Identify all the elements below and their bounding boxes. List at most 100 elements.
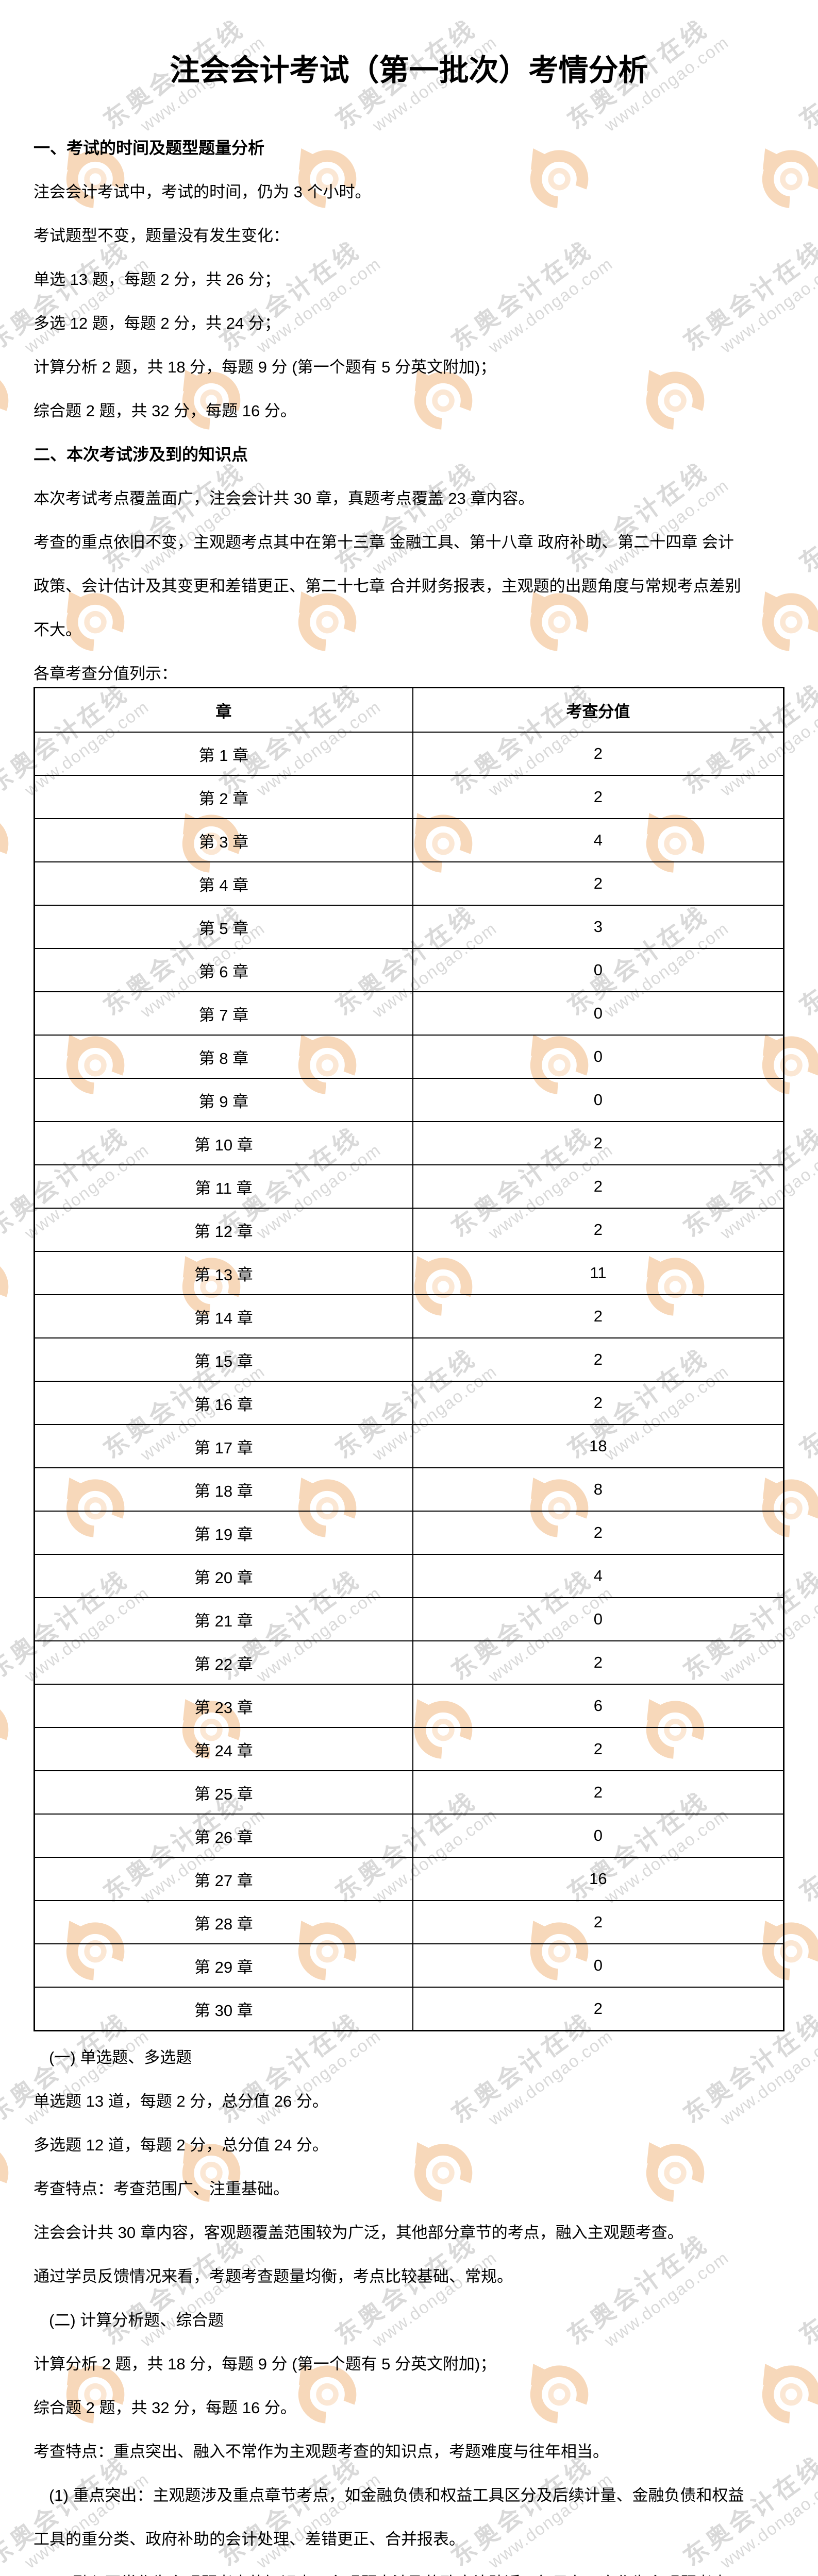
paragraph: (一) 单选题、多选题 bbox=[49, 2048, 192, 2066]
score-cell: 2 bbox=[412, 732, 784, 776]
chapter-cell: 第 23 章 bbox=[34, 1684, 413, 1728]
chapter-cell: 第 17 章 bbox=[34, 1424, 413, 1468]
chapter-cell: 第 19 章 bbox=[34, 1511, 413, 1555]
paragraph: 综合题 2 题，共 32 分，每题 16 分。 bbox=[34, 402, 296, 420]
score-cell: 0 bbox=[412, 1078, 784, 1122]
chapter-cell: 第 11 章 bbox=[34, 1164, 413, 1209]
chapter-cell: 第 26 章 bbox=[34, 1814, 413, 1858]
chapter-cell: 第 6 章 bbox=[34, 948, 413, 992]
chapter-cell: 第 2 章 bbox=[34, 775, 413, 819]
score-cell: 2 bbox=[412, 775, 784, 819]
chapter-cell: 第 24 章 bbox=[34, 1727, 413, 1771]
chapter-cell: 第 15 章 bbox=[34, 1337, 413, 1382]
section-heading: 一、考试的时间及题型题量分析 bbox=[34, 139, 265, 157]
score-cell: 3 bbox=[412, 905, 784, 949]
table-row: 第 17 章 18 bbox=[34, 1424, 784, 1468]
score-cell: 2 bbox=[412, 1987, 784, 2031]
score-cell: 0 bbox=[412, 1035, 784, 1079]
paragraph: 本次考试考点覆盖面广，注会会计共 30 章，真题考点覆盖 23 章内容。 bbox=[34, 489, 535, 507]
chapter-cell: 第 12 章 bbox=[34, 1208, 413, 1252]
score-cell: 8 bbox=[412, 1467, 784, 1512]
score-cell: 6 bbox=[412, 1684, 784, 1728]
chapter-cell: 第 16 章 bbox=[34, 1381, 413, 1425]
score-cell: 0 bbox=[412, 1597, 784, 1641]
paragraph: 多选 12 题，每题 2 分，共 24 分； bbox=[34, 314, 280, 332]
score-cell: 0 bbox=[412, 1943, 784, 1988]
chapter-cell: 第 22 章 bbox=[34, 1640, 413, 1685]
score-cell: 2 bbox=[412, 1727, 784, 1771]
table-row: 第 27 章 16 bbox=[34, 1857, 784, 1901]
score-cell: 11 bbox=[412, 1251, 784, 1295]
paragraph: 各章考查分值列示： bbox=[34, 665, 177, 683]
score-cell: 2 bbox=[412, 861, 784, 906]
page-title: 注会会计考试（第一批次）考情分析 bbox=[170, 54, 648, 87]
paragraph: 考查特点：考查范围广、注重基础。 bbox=[34, 2180, 289, 2198]
score-cell: 2 bbox=[412, 1900, 784, 1944]
chapter-cell: 第 30 章 bbox=[34, 1987, 413, 2031]
paragraph: 注会会计共 30 章内容，客观题覆盖范围较为广泛，其他部分章节的考点，融入主观题… bbox=[34, 2224, 683, 2242]
document-body: 一、考试的时间及题型题量分析 注会会计考试中，考试的时间，仍为 3 个小时。 考试题… bbox=[34, 126, 784, 2576]
score-cell: 2 bbox=[412, 1511, 784, 1555]
score-cell: 18 bbox=[412, 1424, 784, 1468]
chapter-cell: 第 1 章 bbox=[34, 732, 413, 776]
chapter-cell: 第 18 章 bbox=[34, 1467, 413, 1512]
table-header-row: 章考查分值 bbox=[34, 687, 784, 733]
chapter-cell: 第 29 章 bbox=[34, 1943, 413, 1988]
section-heading: 二、本次考试涉及到的知识点 bbox=[34, 445, 248, 464]
paragraph: (二) 计算分析题、综合题 bbox=[49, 2311, 224, 2329]
score-cell: 2 bbox=[412, 1640, 784, 1685]
paragraph: 单选题 13 道，每题 2 分，总分值 26 分。 bbox=[34, 2092, 328, 2110]
score-cell: 0 bbox=[412, 991, 784, 1036]
paragraph: 计算分析 2 题，共 18 分，每题 9 分 (第一个题有 5 分英文附加)； bbox=[34, 358, 496, 376]
chapter-cell: 第 28 章 bbox=[34, 1900, 413, 1944]
chapter-cell: 第 20 章 bbox=[34, 1554, 413, 1598]
header-chapter: 章 bbox=[34, 687, 413, 733]
chapter-cell: 第 10 章 bbox=[34, 1121, 413, 1165]
score-cell: 16 bbox=[412, 1857, 784, 1901]
score-cell: 2 bbox=[412, 1294, 784, 1338]
score-cell: 4 bbox=[412, 818, 784, 862]
chapter-cell: 第 13 章 bbox=[34, 1251, 413, 1295]
table-row: 第 13 章 11 bbox=[34, 1251, 784, 1295]
chapter-cell: 第 4 章 bbox=[34, 861, 413, 906]
paragraph: 注会会计考试中，考试的时间，仍为 3 个小时。 bbox=[34, 183, 371, 201]
paragraph: 多选题 12 道，每题 2 分，总分值 24 分。 bbox=[34, 2136, 328, 2154]
chapter-cell: 第 8 章 bbox=[34, 1035, 413, 1079]
paragraph: 通过学员反馈情况来看，考题考查题量均衡，考点比较基础、常规。 bbox=[34, 2267, 513, 2285]
score-cell: 0 bbox=[412, 948, 784, 992]
score-cell: 2 bbox=[412, 1121, 784, 1165]
score-cell: 0 bbox=[412, 1814, 784, 1858]
paragraph: 计算分析 2 题，共 18 分，每题 9 分 (第一个题有 5 分英文附加)； bbox=[34, 2355, 496, 2373]
chapter-cell: 第 25 章 bbox=[34, 1770, 413, 1815]
chapter-cell: 第 3 章 bbox=[34, 818, 413, 862]
score-cell: 2 bbox=[412, 1208, 784, 1252]
